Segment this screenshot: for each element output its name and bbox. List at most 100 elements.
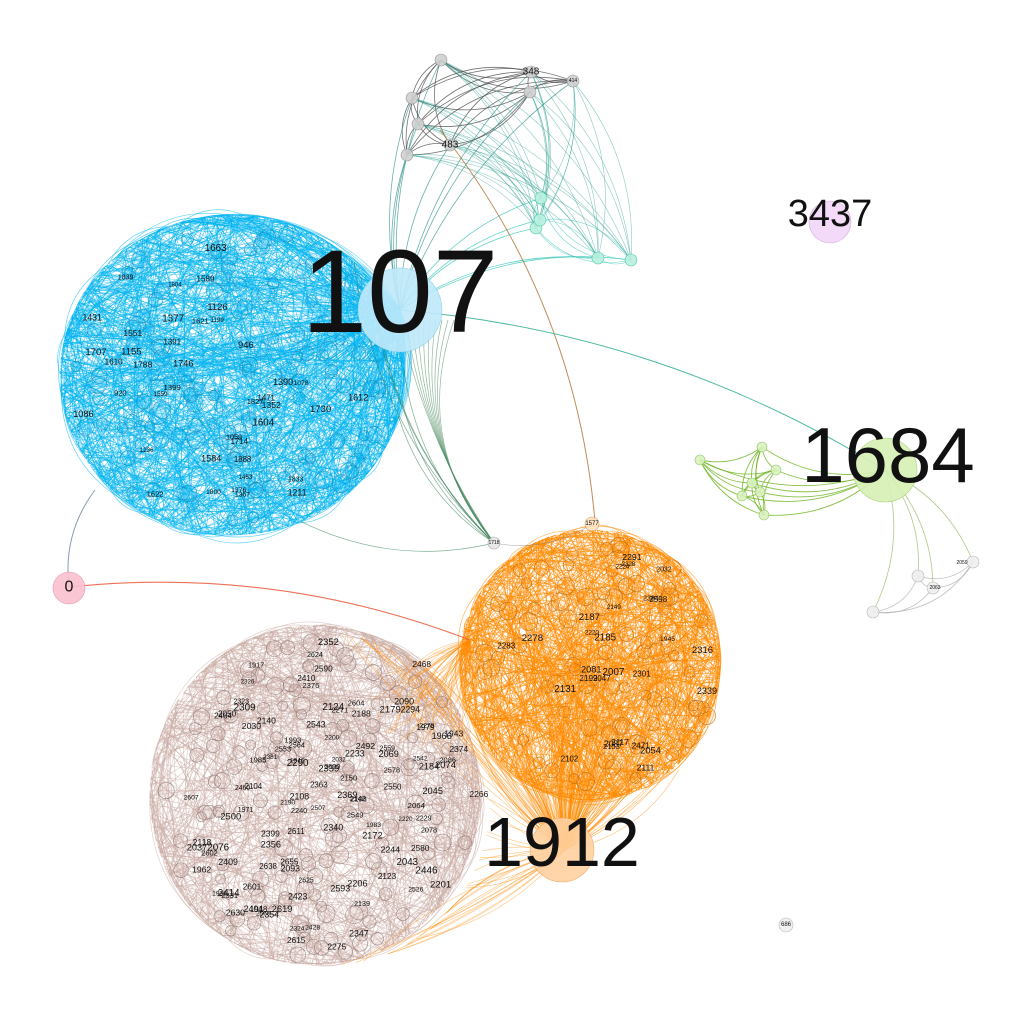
cluster-edge (176, 853, 450, 894)
cluster-edge (205, 524, 261, 534)
cluster-edge (160, 735, 452, 891)
hub-1912-edge (562, 592, 571, 851)
cluster-edge (149, 796, 471, 852)
cluster-edge (683, 571, 709, 641)
gray-node (405, 91, 419, 105)
node (658, 697, 677, 715)
node-label: 1390 (273, 377, 293, 387)
node (330, 845, 350, 865)
cluster-edge (461, 534, 555, 686)
node-label: 2326 (241, 678, 255, 685)
cluster-edge (209, 663, 344, 709)
ring-node (911, 569, 925, 583)
teal-edge (440, 59, 599, 259)
teal-node (533, 213, 547, 227)
teal-edge (449, 144, 541, 221)
node-label: 2291 (622, 552, 641, 562)
node (195, 811, 207, 823)
node (173, 833, 188, 849)
green-node (758, 509, 770, 521)
cross-edge (428, 639, 471, 665)
hub-1912-edge (564, 575, 598, 851)
node-label: 2542 (413, 756, 428, 763)
cluster-edge (485, 561, 538, 585)
cluster-edge (91, 467, 165, 523)
cluster-edge (81, 378, 405, 453)
cluster-edge (186, 704, 471, 854)
node-label: 2093 (281, 863, 301, 873)
cluster-edge (78, 302, 132, 504)
hub-107-edge (128, 309, 401, 504)
cluster-edge (192, 680, 385, 927)
cluster-edge (72, 372, 405, 436)
cross-edge (464, 639, 471, 733)
node (370, 932, 384, 946)
node-label: 1833 (288, 477, 304, 484)
cluster-edge (522, 549, 709, 722)
cluster-edge (194, 637, 252, 679)
cluster-edge (684, 736, 701, 758)
bridge-edge (300, 521, 495, 552)
hub-1912-edge (564, 547, 629, 851)
hub-107-edge (64, 309, 401, 338)
cluster-edge (170, 627, 347, 752)
cluster-edge (65, 416, 270, 472)
cluster-edge (545, 537, 637, 792)
node (266, 677, 285, 695)
node (148, 292, 164, 308)
cluster-edge (152, 664, 312, 763)
cluster-edge (264, 803, 402, 941)
cluster-edge (478, 774, 483, 805)
cluster-edge (158, 625, 333, 742)
cluster-edge (488, 540, 541, 604)
node (135, 308, 150, 323)
node (433, 833, 452, 852)
node-label: 2278 (419, 723, 434, 730)
cluster-edge (236, 907, 439, 945)
node (245, 739, 257, 751)
cluster-edge (158, 637, 379, 741)
node-label: 1730 (310, 404, 331, 415)
node-label: 1918 (250, 905, 268, 914)
cluster-edge (147, 216, 212, 348)
cluster-edge (340, 821, 476, 839)
node-label: 2150 (340, 773, 357, 782)
node-label: 2229 (416, 815, 432, 823)
cluster-edge (162, 775, 175, 878)
bridge-edge (397, 415, 495, 544)
hub-1912-edge (539, 561, 587, 851)
cluster-edge (474, 540, 641, 729)
node-label: 1610 (105, 357, 124, 366)
cluster-edge (500, 615, 588, 764)
cluster-edge (163, 418, 290, 527)
ring-edge (872, 561, 974, 613)
cluster-edge (651, 598, 704, 784)
hub-1912-edge (564, 632, 693, 851)
cross-edge (395, 639, 471, 718)
node (213, 910, 226, 923)
cluster-edge (313, 624, 323, 789)
teal-edge (449, 144, 537, 229)
cluster-edge (328, 630, 359, 744)
cluster-edge (407, 654, 445, 903)
node (123, 413, 139, 429)
cluster-edge (135, 241, 153, 487)
cluster-edge (172, 524, 210, 536)
gray-edge (406, 91, 531, 156)
green-edge (699, 459, 761, 493)
cluster-edge (494, 578, 630, 794)
cluster-edge (350, 710, 406, 938)
cluster-edge (277, 625, 334, 800)
cluster-edge (179, 641, 246, 893)
cluster-edge (672, 582, 694, 760)
cluster-edge (553, 616, 694, 748)
hub-label-1718: 1718 (488, 540, 499, 546)
cluster-edge (290, 848, 472, 964)
cluster-edge (639, 540, 688, 764)
cross-edge (411, 639, 471, 681)
cross-edge (384, 639, 471, 733)
cluster-edge (59, 368, 340, 501)
cluster-edge (200, 214, 242, 533)
node-label: 2131 (554, 684, 576, 695)
node-label: 2500 (220, 810, 241, 821)
